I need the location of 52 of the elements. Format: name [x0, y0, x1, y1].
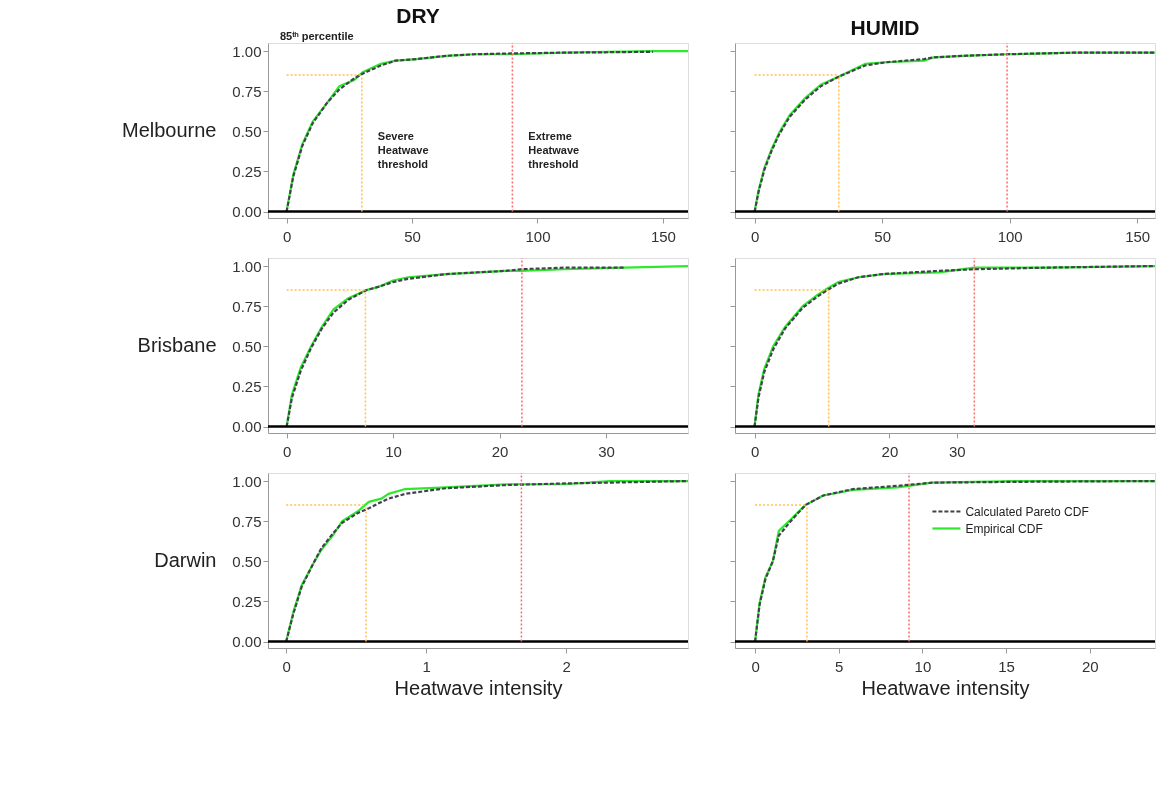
x-tick-label: 0 — [282, 657, 291, 675]
y-axis-title: Brisbane — [137, 334, 217, 356]
y-tick-label: 0.75 — [232, 82, 262, 100]
y-tick-label: 0.50 — [232, 337, 262, 355]
ref-line-label: Severe Heatwave threshold — [377, 129, 429, 170]
x-tick-label: 100 — [997, 227, 1023, 245]
x-axis-title: Heatwave intensity — [861, 676, 1030, 699]
x-axis-title: Heatwave intensity — [394, 676, 563, 699]
y-tick-label: 0.00 — [232, 633, 262, 651]
x-tick-label: 150 — [650, 227, 676, 245]
y-tick-label: 1.00 — [232, 257, 262, 275]
y-tick-label: 0.25 — [232, 377, 262, 395]
x-tick-label: 100 — [525, 227, 551, 245]
y-tick-label: 1.00 — [232, 42, 262, 60]
x-tick-label: 20 — [881, 442, 899, 460]
y-axis-title: Darwin — [154, 549, 217, 571]
x-tick-label: 1 — [422, 657, 431, 675]
x-tick-label: 2 — [562, 657, 571, 675]
x-tick-label: 50 — [404, 227, 421, 245]
x-tick-label: 20 — [491, 442, 509, 460]
y-tick-label: 0.75 — [232, 512, 262, 530]
legend-label: Empirical CDF — [965, 521, 1043, 536]
y-tick-label: 0.50 — [232, 122, 262, 140]
y-tick-label: 0.25 — [232, 162, 262, 180]
y-tick-label: 1.00 — [232, 472, 262, 490]
x-tick-label: 20 — [1081, 657, 1099, 675]
x-tick-label: 0 — [750, 227, 760, 245]
line-series — [285, 266, 626, 428]
x-tick-label: 5 — [835, 657, 844, 675]
x-tick-label: 10 — [385, 442, 402, 460]
x-tick-label: 0 — [751, 657, 760, 675]
y-tick-label: 0.50 — [232, 552, 262, 570]
x-tick-label: 150 — [1125, 227, 1151, 245]
y-axis-title: Melbourne — [121, 119, 217, 141]
y-tick-label: 0.25 — [232, 592, 262, 610]
legend-label: Calculated Pareto CDF — [965, 504, 1089, 519]
line-series — [285, 479, 688, 643]
y-tick-label: 0.00 — [232, 418, 262, 436]
ref-line-label: Extreme Heatwave threshold — [528, 129, 580, 170]
y-tick-label: 0.00 — [232, 203, 262, 221]
chart-title: DRY — [396, 4, 440, 28]
ref-line-label: 85ᵗʰ percentile — [280, 30, 354, 43]
x-tick-label: 0 — [750, 442, 760, 460]
x-tick-label: 15 — [998, 657, 1015, 675]
x-tick-label: 10 — [914, 657, 932, 675]
y-tick-label: 0.75 — [232, 297, 262, 315]
x-tick-label: 30 — [598, 442, 615, 460]
x-tick-label: 50 — [874, 227, 891, 245]
chart-title: HUMID — [850, 16, 920, 39]
x-tick-label: 0 — [282, 442, 292, 460]
x-tick-label: 0 — [282, 227, 292, 245]
x-tick-label: 30 — [948, 442, 966, 460]
